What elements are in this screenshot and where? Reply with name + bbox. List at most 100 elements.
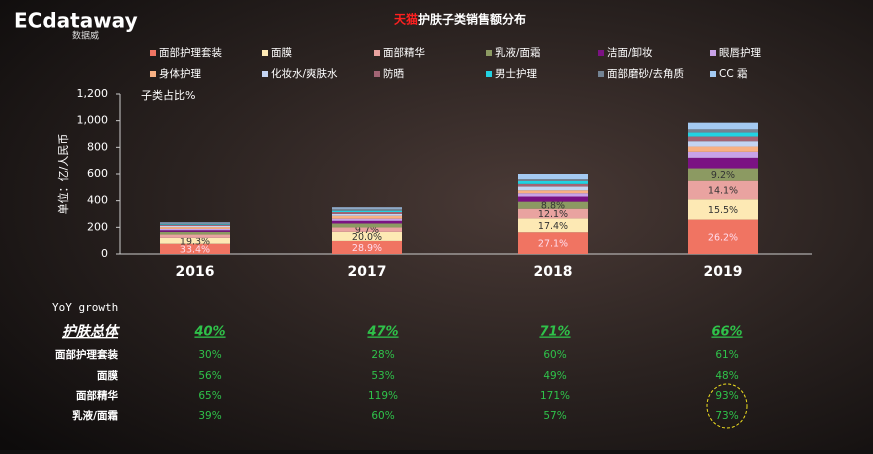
legend-label: 男士护理 [495,67,537,80]
x-tick-label: 2018 [534,264,573,280]
data-label: 9.7% [355,225,379,236]
growth-value: 60% [371,410,394,422]
legend-label: 身体护理 [159,67,201,80]
bar-segment [688,122,758,130]
bar-segment [332,223,402,228]
legend-label: 面膜 [271,47,292,59]
bar-segment [160,230,230,232]
bar-segment [688,136,758,142]
row-label: 面部精华 [76,389,118,402]
legend-swatch [486,71,492,77]
data-label: 8.8% [541,201,565,212]
bar-segment [688,141,758,147]
bar-segment [160,223,230,225]
bar-segment [332,213,402,216]
legend-label: 面部精华 [383,46,425,59]
growth-value: 66% [711,325,742,340]
row-label: 乳液/面霜 [72,409,118,422]
growth-value: 49% [543,370,566,382]
chart-title: 护肤子类销售额分布 [418,12,526,27]
y-tick-label: 800 [87,140,108,153]
growth-value: 48% [715,370,738,382]
growth-value: 28% [371,349,394,361]
bar-segment [688,129,758,133]
growth-value: 47% [366,325,398,340]
bar-segment [518,183,588,187]
legend-swatch [262,71,268,77]
bar-segment [332,215,402,219]
legend-swatch [486,50,492,56]
data-label: 19.3% [180,236,210,247]
legend-label: 面部护理套装 [159,46,222,59]
legend-label: 面部磨砂/去角质 [607,67,684,80]
logo-sub: 数据威 [72,30,99,42]
bar-segment [160,231,230,235]
row-label: 面膜 [97,369,118,382]
title-highlight: 天猫 [394,12,418,27]
bar-segment [518,179,588,181]
legend-swatch [374,71,380,77]
logo: ECdataway [14,9,138,33]
legend-label: 眼唇护理 [719,46,761,59]
legend-label: 乳液/面霜 [495,46,541,59]
bar-segment [332,240,402,254]
data-label: 33.4% [180,244,210,255]
data-label: 28.9% [352,243,382,254]
legend-swatch [710,71,716,77]
growth-value: 56% [198,370,221,382]
bar-segment [688,219,758,254]
data-label: 15.5% [708,205,738,216]
legend-label: 化妆水/爽肤水 [271,67,338,80]
bar-segment [688,168,758,181]
x-tick-label: 2017 [348,264,387,280]
bar-segment [518,186,588,191]
data-label: 20.0% [352,232,382,243]
x-tick-label: 2016 [176,264,215,280]
bar-segment [518,232,588,254]
bar-segment [160,243,230,254]
legend-swatch [374,50,380,56]
data-label: 9.2% [711,170,735,181]
bar-segment [160,227,230,229]
y-tick-label: 1,000 [77,114,109,127]
legend-swatch [598,71,604,77]
x-tick-label: 2019 [704,264,743,280]
growth-value: 40% [193,325,225,340]
bar-segment [160,222,230,224]
legend-label: 防晒 [383,67,404,80]
growth-value: 171% [540,390,570,402]
growth-value: 71% [539,325,570,340]
bar-segment [518,208,588,219]
bar-segment [688,151,758,158]
data-label: 27.1% [538,239,568,250]
data-label: 14.1% [708,185,738,196]
bar-segment [332,220,402,224]
bar-segment [688,132,758,137]
bar-segment [160,224,230,226]
growth-value: 60% [543,349,566,361]
row-label: 护肤总体 [62,323,120,340]
bar-segment [160,226,230,228]
bar-segment [518,193,588,197]
bar-segment [518,201,588,209]
y-tick-label: 600 [87,167,108,180]
growth-value: 73% [715,410,738,422]
data-label: 17.4% [538,221,568,232]
row-label: 面部护理套装 [55,348,118,361]
data-label: 12.1% [538,209,568,220]
bar-segment [332,231,402,241]
growth-value: 61% [715,349,738,361]
growth-value: 39% [198,410,221,422]
bar-segment [332,212,402,214]
bar-segment [518,180,588,184]
legend-label: CC 霜 [719,68,748,80]
bar-segment [688,199,758,220]
legend-swatch [150,71,156,77]
y-tick-label: 1,200 [77,87,109,100]
bar-segment [688,157,758,169]
bar-segment [160,234,230,238]
y-tick-label: 200 [87,220,108,233]
bar-segment [160,237,230,244]
